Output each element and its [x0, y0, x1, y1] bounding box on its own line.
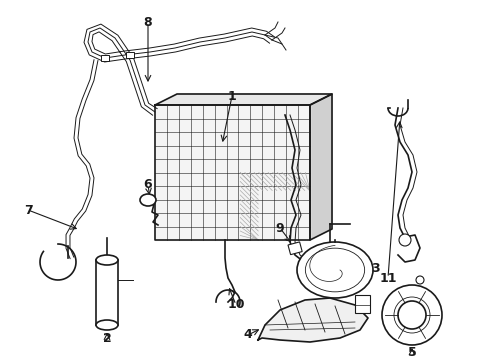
Text: 5: 5 — [408, 346, 416, 360]
Ellipse shape — [96, 320, 118, 330]
Ellipse shape — [305, 248, 365, 292]
Text: 7: 7 — [24, 203, 32, 216]
Bar — [126, 52, 134, 58]
Ellipse shape — [313, 254, 357, 286]
Text: 8: 8 — [144, 15, 152, 28]
Text: 3: 3 — [371, 261, 379, 274]
Circle shape — [399, 234, 411, 246]
Ellipse shape — [382, 285, 442, 345]
Ellipse shape — [322, 260, 348, 280]
Ellipse shape — [394, 297, 430, 333]
Text: 9: 9 — [276, 221, 284, 234]
Text: 10: 10 — [227, 298, 245, 311]
Ellipse shape — [96, 255, 118, 265]
Bar — [101, 55, 109, 61]
Polygon shape — [155, 94, 332, 105]
Ellipse shape — [140, 194, 156, 206]
Ellipse shape — [398, 301, 426, 329]
Polygon shape — [258, 298, 368, 342]
Bar — [355, 295, 370, 313]
Text: 1: 1 — [228, 90, 236, 103]
Text: 6: 6 — [144, 179, 152, 192]
Bar — [288, 242, 302, 255]
Ellipse shape — [297, 242, 373, 298]
Bar — [96, 260, 118, 325]
Circle shape — [416, 276, 424, 284]
Text: 4: 4 — [244, 328, 252, 342]
Text: 2: 2 — [102, 332, 111, 345]
Polygon shape — [310, 94, 332, 240]
Polygon shape — [155, 105, 310, 240]
Text: 11: 11 — [379, 271, 397, 284]
